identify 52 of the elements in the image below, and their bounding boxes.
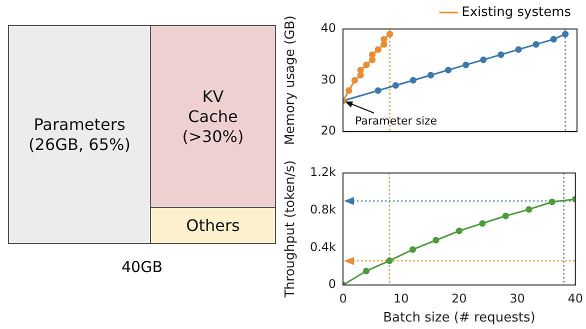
point — [351, 77, 358, 84]
point — [363, 62, 370, 68]
x-tick-label: 30 — [510, 291, 525, 306]
y-tick-label: 40 — [320, 21, 336, 36]
point — [526, 206, 532, 213]
point — [498, 51, 504, 58]
text: 40GB — [120, 258, 164, 276]
point — [427, 72, 434, 78]
point — [502, 212, 509, 220]
y-tick-label: 0.8k — [310, 202, 336, 216]
point — [368, 51, 376, 58]
point — [374, 87, 382, 94]
point — [392, 82, 399, 89]
point — [410, 77, 416, 84]
point — [479, 220, 486, 227]
point — [515, 46, 522, 53]
point — [409, 246, 416, 253]
legend-label: Existing systems — [462, 4, 572, 20]
category-label: Others — [150, 207, 276, 244]
x-tick-label: 0 — [339, 291, 347, 306]
point — [532, 41, 540, 48]
point — [445, 66, 452, 74]
category-label: KV Cache (>30%) — [150, 25, 276, 208]
point — [480, 56, 487, 64]
point — [346, 87, 352, 94]
point — [357, 72, 364, 78]
point — [462, 62, 470, 68]
y-axis-title: Memory usage (GB) — [283, 16, 298, 146]
point — [368, 56, 376, 64]
y-axis-title: Throughput (token/s) — [283, 160, 298, 299]
point — [432, 236, 440, 244]
point — [550, 36, 557, 43]
point — [548, 198, 556, 206]
x-axis-title: Batch size (# requests) — [383, 310, 536, 326]
point — [362, 268, 370, 274]
x-tick-label: 10 — [393, 291, 409, 306]
category-label: Parameters (26GB, 65%) — [8, 25, 151, 244]
point — [386, 30, 394, 38]
point — [380, 36, 388, 43]
y-tick-label: 0 — [328, 277, 336, 292]
point — [386, 257, 393, 264]
x-tick-label: 40 — [568, 291, 584, 306]
y-tick-label: 20 — [320, 124, 336, 138]
y-tick-label: 30 — [320, 72, 336, 86]
point — [456, 228, 462, 234]
y-tick-label: 0.4k — [310, 240, 336, 254]
y-tick-label: 1.2k — [310, 165, 336, 180]
x-tick-label: 20 — [452, 291, 467, 306]
annotation: Parameter size — [355, 114, 438, 128]
point — [374, 46, 382, 53]
point — [357, 66, 364, 74]
point — [562, 30, 569, 38]
